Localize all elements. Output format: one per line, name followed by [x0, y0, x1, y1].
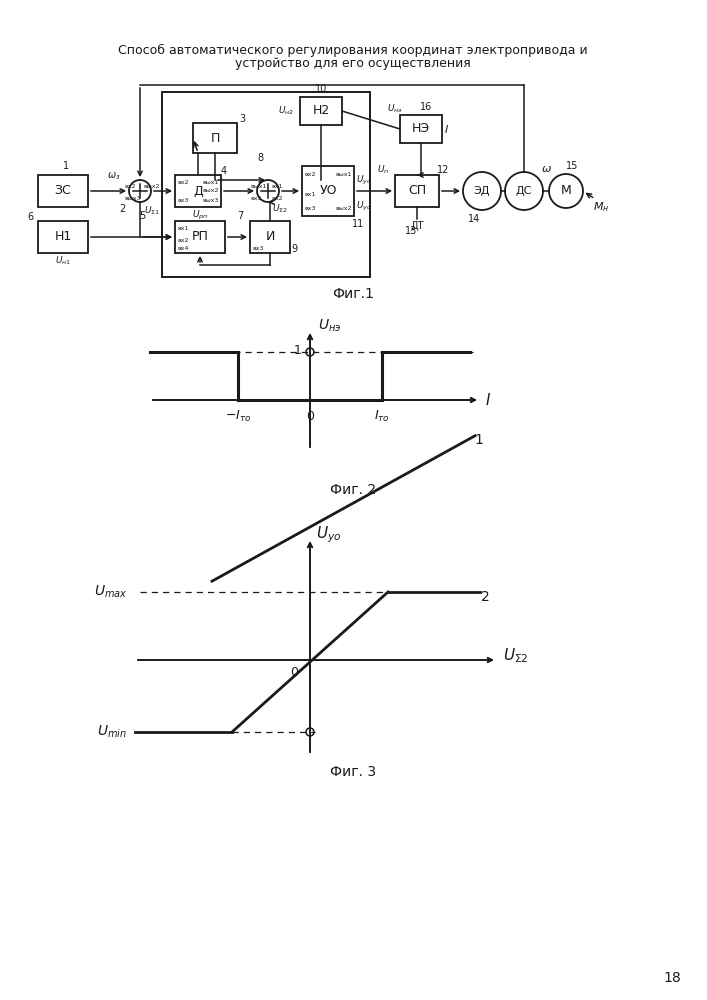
Text: $U_{н1}$: $U_{н1}$ — [55, 255, 71, 267]
Text: Д: Д — [193, 184, 203, 198]
Text: 5: 5 — [139, 211, 145, 221]
Circle shape — [306, 348, 314, 356]
Bar — [250, 221, 290, 253]
Text: вых1: вых1 — [336, 172, 352, 176]
Text: 2: 2 — [119, 204, 125, 214]
Text: ЗС: ЗС — [54, 184, 71, 198]
Bar — [400, 115, 442, 143]
Text: вых1: вых1 — [250, 184, 267, 188]
Text: 16: 16 — [420, 102, 432, 112]
Text: вых1: вых1 — [203, 180, 219, 184]
Text: вх2: вх2 — [124, 184, 136, 188]
Text: 12: 12 — [437, 165, 449, 175]
Text: 3: 3 — [239, 114, 245, 124]
Text: $U_{\Sigma1}$: $U_{\Sigma1}$ — [144, 205, 160, 217]
Text: Н2: Н2 — [312, 104, 329, 117]
Text: 1: 1 — [474, 433, 484, 447]
Text: $U_{уо}$: $U_{уо}$ — [356, 173, 372, 187]
Text: $U_{\Sigma2}$: $U_{\Sigma2}$ — [272, 203, 288, 215]
Text: вх1: вх1 — [177, 226, 188, 231]
Text: 9: 9 — [291, 244, 297, 254]
Text: Фиг. 3: Фиг. 3 — [330, 765, 376, 779]
Text: вх2: вх2 — [271, 196, 283, 200]
Text: ДС: ДС — [516, 186, 532, 196]
Text: 8: 8 — [257, 153, 263, 163]
Bar — [300, 97, 342, 125]
Bar — [395, 175, 439, 207]
Bar — [38, 221, 88, 253]
Text: вх3: вх3 — [250, 196, 262, 200]
Bar — [162, 92, 370, 277]
Text: 10: 10 — [315, 84, 327, 94]
Text: вх3: вх3 — [252, 245, 264, 250]
Text: П: П — [210, 131, 220, 144]
Text: вх2: вх2 — [304, 172, 315, 176]
Text: М: М — [561, 184, 571, 198]
Text: $U_{н2}$: $U_{н2}$ — [278, 105, 294, 117]
Text: вых2: вых2 — [143, 184, 160, 188]
Text: 6: 6 — [27, 212, 33, 222]
Bar — [38, 175, 88, 207]
Text: вых2: вых2 — [336, 207, 352, 212]
Text: 0: 0 — [290, 666, 298, 678]
Text: $U_{уо}$: $U_{уо}$ — [316, 525, 341, 545]
Text: 7: 7 — [237, 211, 243, 221]
Text: $U_{max}$: $U_{max}$ — [93, 584, 127, 600]
Bar — [193, 123, 237, 153]
Text: И: И — [265, 231, 275, 243]
Bar — [302, 166, 354, 216]
Text: $U_{рп}$: $U_{рп}$ — [192, 208, 209, 222]
Text: $U_{нэ}$: $U_{нэ}$ — [318, 318, 341, 334]
Bar — [175, 221, 225, 253]
Text: Фиг.1: Фиг.1 — [332, 287, 374, 301]
Text: 2: 2 — [481, 590, 489, 604]
Text: 11: 11 — [352, 219, 364, 229]
Text: УО: УО — [320, 184, 337, 198]
Text: $I$: $I$ — [485, 392, 491, 408]
Text: 15: 15 — [566, 161, 578, 171]
Text: $U_{уо}$: $U_{уо}$ — [356, 199, 372, 213]
Text: 1: 1 — [63, 161, 69, 171]
Text: Н1: Н1 — [54, 231, 71, 243]
Text: $I_{то}$: $I_{то}$ — [374, 408, 390, 424]
Text: $U_{\Sigma2}$: $U_{\Sigma2}$ — [503, 647, 529, 665]
Text: ДТ: ДТ — [410, 221, 423, 231]
Text: 0: 0 — [306, 410, 314, 422]
Text: $M_н$: $M_н$ — [592, 200, 609, 214]
Text: 18: 18 — [663, 971, 681, 985]
Text: 13: 13 — [405, 226, 417, 236]
Text: СП: СП — [408, 184, 426, 198]
Text: ω: ω — [542, 164, 551, 174]
Text: $\omega_з$: $\omega_з$ — [107, 170, 121, 182]
Text: вх1: вх1 — [271, 184, 282, 188]
Text: вх4: вх4 — [177, 245, 189, 250]
Text: Способ автоматического регулирования координат электропривода и: Способ автоматического регулирования коо… — [118, 43, 588, 57]
Text: вх2: вх2 — [177, 180, 189, 184]
Text: вх3: вх3 — [177, 198, 189, 202]
Text: НЭ: НЭ — [412, 122, 430, 135]
Text: РП: РП — [192, 231, 209, 243]
Text: вх3: вх3 — [304, 207, 315, 212]
Circle shape — [306, 728, 314, 736]
Text: устройство для его осуществления: устройство для его осуществления — [235, 57, 471, 70]
Text: 14: 14 — [468, 214, 480, 224]
Bar — [175, 175, 221, 207]
Text: $U_{нэ}$: $U_{нэ}$ — [387, 103, 403, 115]
Text: ЭД: ЭД — [474, 186, 490, 196]
Text: $-I_{то}$: $-I_{то}$ — [225, 408, 251, 424]
Text: вых2: вых2 — [202, 188, 219, 194]
Text: 1: 1 — [294, 344, 302, 357]
Text: $U_п$: $U_п$ — [378, 164, 390, 176]
Text: вх1: вх1 — [304, 192, 315, 198]
Text: вых3: вых3 — [202, 198, 219, 202]
Text: 4: 4 — [221, 166, 227, 176]
Text: вых3: вых3 — [124, 196, 141, 200]
Text: $I$: $I$ — [443, 123, 448, 135]
Text: вх2: вх2 — [177, 237, 189, 242]
Text: Фиг. 2: Фиг. 2 — [330, 483, 376, 497]
Text: $U_{min}$: $U_{min}$ — [97, 724, 127, 740]
